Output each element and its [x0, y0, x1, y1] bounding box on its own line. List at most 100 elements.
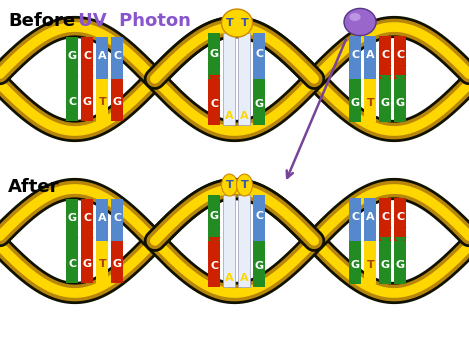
Polygon shape: [379, 227, 392, 237]
Text: T: T: [98, 259, 106, 269]
Polygon shape: [379, 75, 392, 85]
Text: C: C: [113, 213, 121, 223]
Text: G: G: [68, 51, 77, 61]
Text: C: C: [83, 51, 91, 61]
Polygon shape: [209, 227, 220, 237]
Polygon shape: [209, 75, 220, 85]
Polygon shape: [379, 65, 392, 75]
Polygon shape: [394, 227, 407, 237]
Text: G: G: [210, 211, 219, 221]
Polygon shape: [394, 75, 407, 85]
Bar: [254, 241, 265, 287]
Polygon shape: [67, 75, 78, 85]
Bar: [379, 79, 392, 122]
Bar: [364, 197, 377, 241]
Text: A: A: [98, 213, 107, 223]
Bar: [394, 79, 407, 122]
Text: T: T: [226, 180, 234, 190]
Text: G: G: [113, 259, 122, 269]
Text: A: A: [225, 273, 234, 283]
Polygon shape: [82, 65, 93, 75]
Text: G: G: [113, 97, 122, 107]
Bar: [224, 33, 235, 125]
Bar: [67, 37, 78, 79]
Bar: [97, 79, 108, 121]
Text: C: C: [396, 50, 405, 60]
Bar: [67, 199, 78, 241]
Bar: [394, 241, 407, 284]
Bar: [82, 37, 93, 79]
Bar: [82, 79, 93, 121]
Ellipse shape: [344, 8, 376, 35]
Bar: [349, 36, 362, 79]
Bar: [112, 37, 123, 79]
Polygon shape: [209, 65, 220, 75]
Polygon shape: [82, 75, 93, 85]
Polygon shape: [67, 237, 78, 247]
Text: G: G: [255, 99, 264, 109]
Bar: [209, 79, 220, 125]
Text: After: After: [8, 178, 60, 196]
Text: C: C: [211, 261, 219, 271]
Ellipse shape: [221, 174, 237, 196]
Bar: [209, 241, 220, 287]
Bar: [97, 199, 108, 241]
Bar: [364, 241, 377, 284]
Text: A: A: [366, 50, 375, 60]
Bar: [394, 197, 407, 241]
Text: C: C: [396, 212, 405, 222]
Text: G: G: [210, 49, 219, 59]
Text: G: G: [381, 260, 390, 270]
Bar: [254, 33, 265, 79]
Text: C: C: [381, 50, 390, 60]
Text: T: T: [226, 18, 234, 28]
Text: C: C: [211, 99, 219, 109]
Ellipse shape: [221, 9, 252, 37]
Text: C: C: [83, 213, 91, 223]
Bar: [82, 241, 93, 283]
Bar: [349, 79, 362, 122]
Text: T: T: [367, 260, 374, 270]
Text: G: G: [396, 98, 405, 108]
Polygon shape: [379, 237, 392, 247]
Ellipse shape: [236, 174, 252, 196]
Polygon shape: [67, 65, 78, 75]
Bar: [364, 79, 377, 122]
Text: C: C: [256, 211, 264, 221]
Bar: [394, 36, 407, 79]
Bar: [97, 241, 108, 283]
Text: T: T: [241, 18, 249, 28]
Polygon shape: [67, 227, 78, 237]
Bar: [82, 199, 93, 241]
Bar: [379, 197, 392, 241]
Text: G: G: [351, 260, 360, 270]
Bar: [209, 33, 220, 79]
Bar: [379, 36, 392, 79]
Bar: [112, 241, 123, 283]
Bar: [349, 197, 362, 241]
Polygon shape: [394, 65, 407, 75]
Bar: [67, 241, 78, 283]
Polygon shape: [82, 227, 93, 237]
Bar: [254, 79, 265, 125]
Text: C: C: [351, 212, 360, 222]
Text: T: T: [367, 98, 374, 108]
Bar: [67, 79, 78, 121]
Text: T: T: [241, 180, 249, 190]
Bar: [364, 36, 377, 79]
Bar: [239, 33, 250, 125]
Bar: [349, 241, 362, 284]
Text: G: G: [83, 97, 92, 107]
Bar: [97, 37, 108, 79]
Text: C: C: [68, 97, 76, 107]
Bar: [379, 241, 392, 284]
Text: A: A: [98, 51, 107, 61]
Text: G: G: [68, 213, 77, 223]
Text: Before: Before: [8, 12, 75, 30]
Polygon shape: [209, 237, 220, 247]
Bar: [209, 195, 220, 241]
Text: UV  Photon: UV Photon: [72, 12, 191, 30]
Text: G: G: [351, 98, 360, 108]
Text: G: G: [255, 261, 264, 271]
Text: A: A: [366, 212, 375, 222]
